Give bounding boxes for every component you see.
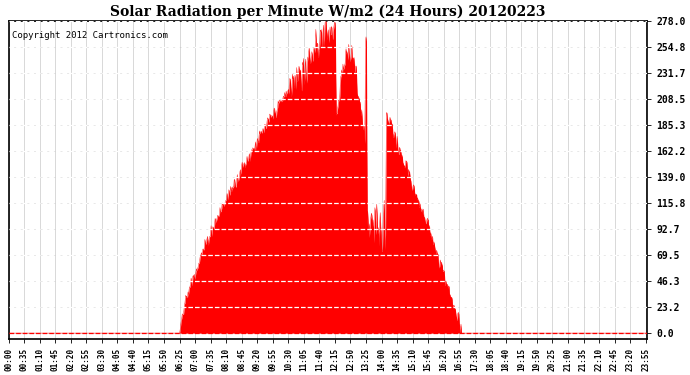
Title: Solar Radiation per Minute W/m2 (24 Hours) 20120223: Solar Radiation per Minute W/m2 (24 Hour… bbox=[110, 4, 546, 18]
Text: Copyright 2012 Cartronics.com: Copyright 2012 Cartronics.com bbox=[12, 31, 168, 40]
